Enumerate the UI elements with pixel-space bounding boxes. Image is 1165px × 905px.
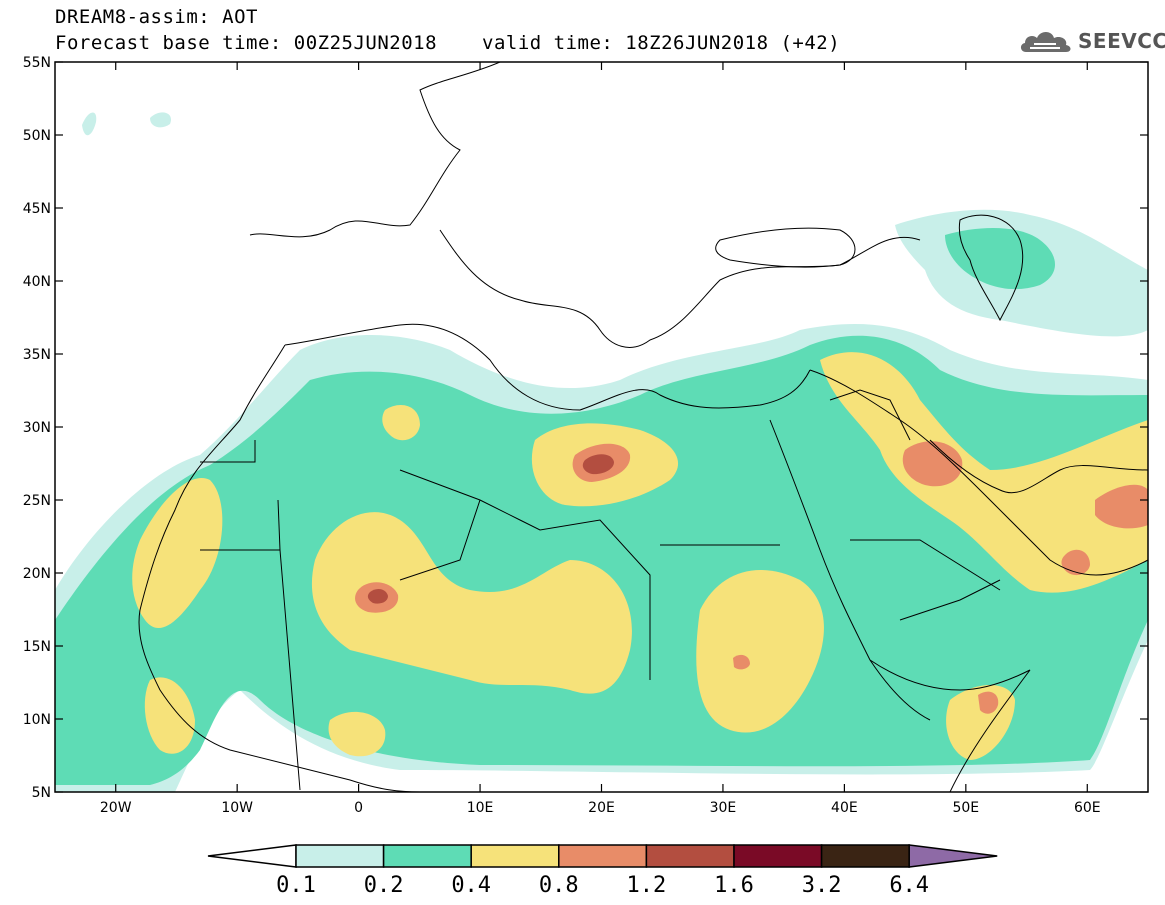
lon-tick-label: 60E: [1074, 800, 1101, 816]
forecast-base-time: Forecast base time: 00Z25JUN2018: [55, 32, 438, 54]
aot-band-0.4-sudan: [696, 570, 824, 733]
colorbar-segment: [820, 844, 910, 868]
colorbar-label: 1.2: [627, 873, 667, 898]
aot-band-0.4-westafrica: [132, 478, 223, 629]
aot-band-0.2-caspian: [945, 228, 1055, 290]
cloud-logo-icon: [1020, 32, 1071, 52]
colorbar-low-arrow: [207, 844, 297, 868]
lon-tick-label: 40E: [831, 800, 858, 816]
coast-europe: [249, 62, 921, 348]
caspian: [958, 214, 1024, 322]
colorbar-label: 3.2: [802, 873, 842, 898]
aot-band-0.8-oman: [1095, 484, 1148, 529]
lat-tick-label: 40N: [23, 274, 51, 290]
aot-band-0.8-sudan: [733, 654, 750, 670]
colorbar-high-arrow: [908, 844, 998, 868]
colorbar-label: 6.4: [889, 873, 929, 898]
coast-gulf: [929, 439, 1148, 494]
axes: 20W 10W 0 10E 20E 30E 40E 50E 60E 55N 50N 45N 40N 35N…: [23, 55, 1148, 816]
colorbar-segment: [558, 844, 648, 868]
aot-band-1.2-niger: [367, 588, 388, 604]
colorbar-segment: [382, 844, 472, 868]
lat-tick-label: 10N: [23, 712, 51, 728]
colorbar-label: 1.6: [714, 873, 754, 898]
aot-band-0.8-ethiopia: [978, 691, 999, 714]
aot-band-0.8-iraq: [902, 441, 963, 487]
lat-tick-label: 35N: [23, 347, 51, 363]
aot-band-0.8-yemen: [1061, 549, 1090, 576]
colorbar-label: 0.2: [364, 873, 404, 898]
lat-tick-label: 55N: [23, 55, 51, 71]
coast-north-africa: [284, 323, 811, 411]
lon-tick-label: 0: [354, 800, 363, 816]
aot-band-0.1-north: [150, 112, 171, 128]
border-east: [829, 389, 1001, 621]
colorbar-label: 0.1: [276, 873, 316, 898]
lat-tick-label: 5N: [32, 785, 51, 801]
aot-band-0.4-guinea: [144, 677, 195, 754]
colorbar-segment: [470, 844, 560, 868]
lat-tick-label: 20N: [23, 566, 51, 582]
lon-tick-label: 20W: [100, 800, 132, 816]
colorbar: 0.1 0.2 0.4 0.8 1.2 1.6 3.2 6.4: [207, 844, 998, 898]
border-sahara: [200, 440, 780, 791]
lat-tick-label: 30N: [23, 420, 51, 436]
aot-band-0.2: [55, 335, 1148, 785]
lon-tick-label: 20E: [588, 800, 615, 816]
black-sea: [715, 227, 856, 268]
aot-band-0.4-nigeria: [328, 711, 386, 757]
lon-tick-label: 10E: [467, 800, 494, 816]
coast-horn: [869, 659, 1031, 792]
coast-red-sea: [769, 419, 931, 721]
coast-arabia: [809, 369, 1148, 576]
map-title: DREAM8-assim: AOT: [55, 6, 258, 28]
aot-band-0.1-north2: [82, 112, 97, 136]
lat-tick-label: 50N: [23, 128, 51, 144]
colorbar-segment: [295, 844, 385, 868]
aot-band-0.4-arabia: [820, 352, 1148, 593]
logo-text: SEEVCCC: [1078, 29, 1165, 53]
aot-band-0.4-sahel: [311, 512, 632, 694]
seevccc-logo: SEEVCCC: [1018, 24, 1165, 58]
lon-tick-label: 10W: [221, 800, 253, 816]
lon-tick-label: 30E: [710, 800, 737, 816]
coast-west-africa: [138, 344, 421, 792]
colorbar-label: 0.4: [451, 873, 491, 898]
lat-tick-label: 45N: [23, 201, 51, 217]
aot-contours: [55, 112, 1148, 792]
coastlines: [138, 62, 1148, 792]
aot-band-1.2-libya: [582, 454, 614, 475]
colorbar-segment: [645, 844, 735, 868]
lat-tick-label: 25N: [23, 493, 51, 509]
colorbar-segment: [733, 844, 823, 868]
lat-tick-label: 15N: [23, 639, 51, 655]
colorbar-label: 0.8: [539, 873, 579, 898]
lon-tick-label: 50E: [952, 800, 979, 816]
valid-time: valid time: 18Z26JUN2018 (+42): [482, 32, 841, 54]
aot-band-0.4-sahara-n: [382, 405, 420, 441]
